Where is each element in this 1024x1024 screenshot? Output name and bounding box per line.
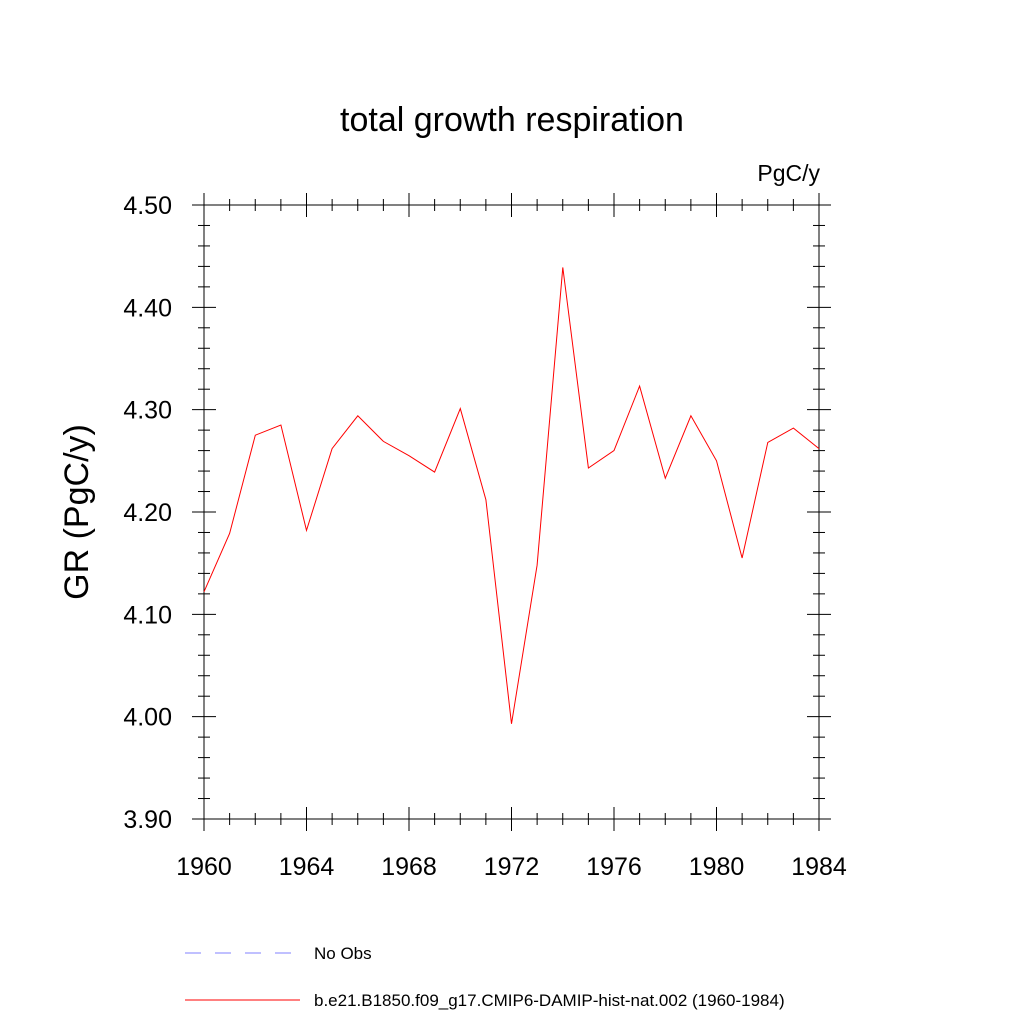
y-tick-label: 4.40 [123, 294, 172, 322]
series-line [203, 267, 820, 724]
x-tick-labels: 1960 1964 1968 1972 1976 1980 1984 [176, 853, 847, 881]
y-tick-labels: 4.50 4.40 4.30 4.20 4.10 4.00 3.90 [123, 192, 172, 834]
x-tick-label: 1972 [484, 853, 540, 881]
y-tick-label: 4.20 [123, 499, 172, 527]
x-tick-label: 1968 [381, 853, 437, 881]
x-tick-label: 1976 [586, 853, 642, 881]
y-axis-label: GR (PgC/y) [58, 424, 96, 600]
plot-frame [203, 204, 820, 820]
x-tick-label: 1980 [689, 853, 745, 881]
x-tick-label: 1964 [279, 853, 335, 881]
chart-title: total growth respiration [340, 101, 684, 139]
units-label: PgC/y [757, 160, 820, 186]
series-group [203, 267, 820, 724]
legend-no-obs-label: No Obs [314, 944, 372, 963]
y-tick-label: 4.10 [123, 601, 172, 629]
major-ticks [192, 193, 831, 831]
legend-series-label: b.e21.B1850.f09_g17.CMIP6-DAMIP-hist-nat… [314, 991, 785, 1010]
y-tick-label: 4.30 [123, 397, 172, 425]
y-tick-label: 4.00 [123, 704, 172, 732]
y-tick-label: 4.50 [123, 192, 172, 220]
minor-ticks [198, 199, 825, 825]
x-tick-label: 1984 [791, 853, 847, 881]
x-tick-label: 1960 [176, 853, 232, 881]
legend: No Obs b.e21.B1850.f09_g17.CMIP6-DAMIP-h… [185, 944, 785, 1010]
y-tick-label: 3.90 [123, 806, 172, 834]
